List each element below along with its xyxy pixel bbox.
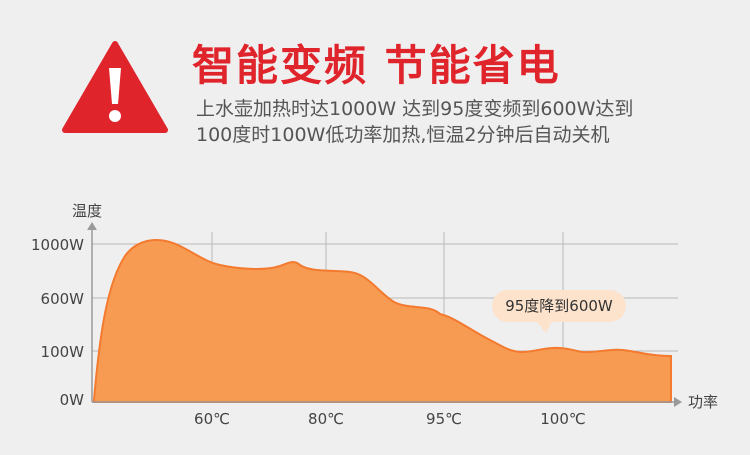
y-axis-arrow xyxy=(87,222,97,230)
x-tick-100c: 100℃ xyxy=(540,410,585,428)
x-axis-title: 功率 xyxy=(688,393,718,411)
annotation-pointer xyxy=(536,321,552,333)
x-tick-60c: 60℃ xyxy=(194,410,230,428)
axes xyxy=(87,222,682,407)
annotation-text: 95度降到600W xyxy=(505,297,613,315)
annotation-callout: 95度降到600W xyxy=(492,290,626,333)
x-axis-arrow xyxy=(674,397,682,407)
y-tick-1000w: 1000W xyxy=(31,236,84,254)
y-axis-title: 温度 xyxy=(72,202,102,220)
annotation-bubble xyxy=(492,290,626,322)
warning-triangle-icon xyxy=(62,41,168,133)
description: 上水壶加热时达1000W 达到95度变频到600W达到 100度时100W低功率… xyxy=(196,96,716,148)
x-tick-95c: 95℃ xyxy=(426,410,462,428)
y-tick-0w: 0W xyxy=(60,391,85,409)
page-title: 智能变频 节能省电 xyxy=(192,41,561,90)
description-line-1: 上水壶加热时达1000W 达到95度变频到600W达到 xyxy=(196,98,634,120)
power-area xyxy=(93,239,672,403)
y-tick-600w: 600W xyxy=(41,290,85,308)
description-line-2: 100度时100W低功率加热,恒温2分钟后自动关机 xyxy=(196,124,610,146)
y-tick-100w: 100W xyxy=(41,343,85,361)
x-tick-80c: 80℃ xyxy=(308,410,344,428)
